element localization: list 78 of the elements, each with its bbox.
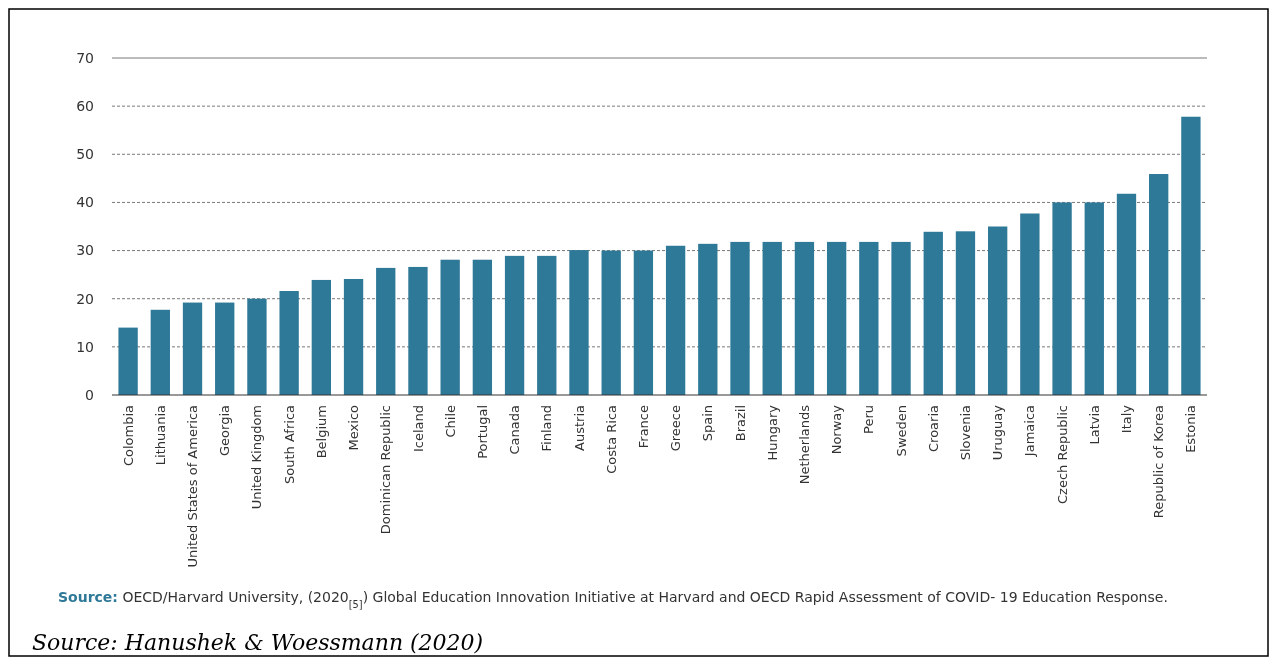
x-tick-label: Sweden: [893, 405, 909, 457]
x-tick-label: Spain: [700, 405, 716, 442]
x-tick-label: Italy: [1119, 404, 1135, 434]
bar: [376, 267, 396, 395]
bar: [762, 241, 782, 395]
bar: [118, 327, 138, 395]
x-tick-label: Costa Rica: [603, 405, 619, 474]
bar: [215, 302, 235, 395]
x-tick-label: Estonia: [1183, 405, 1199, 453]
bar: [408, 266, 428, 395]
x-tick-label: France: [635, 405, 651, 449]
x-tick-label: Netherlands: [796, 404, 812, 485]
bar: [665, 245, 686, 395]
x-tick-label: Slovenia: [958, 405, 974, 461]
bar: [472, 259, 493, 395]
x-tick-label: Norway: [829, 404, 845, 455]
bar: [891, 241, 911, 395]
bar: [633, 250, 654, 395]
bar: [182, 302, 203, 395]
bar: [537, 255, 557, 395]
x-tick-label: Georgia: [217, 405, 233, 456]
bar: [1181, 116, 1201, 395]
bar: [343, 278, 364, 395]
x-tick-label: Czech Republic: [1054, 405, 1070, 504]
x-tick-label: Canada: [507, 405, 523, 455]
x-tick-label: Austria: [571, 405, 587, 451]
bar: [698, 243, 718, 395]
x-tick-label: Belgium: [313, 405, 329, 459]
x-tick-label: Chile: [442, 405, 458, 438]
source-note: Source: OECD/Harvard University, (2020$_{[5]}$) Global Education Innovation Initiative at Harvard and OECD Rapid Assessment of COVID- 19 Education Response.: [58, 589, 1168, 610]
x-tick-label: Latvia: [1086, 405, 1102, 445]
y-tick-label: 70: [76, 49, 94, 66]
bar: [279, 291, 299, 395]
bar: [311, 279, 331, 395]
bar: [730, 241, 750, 395]
bar: [150, 309, 170, 395]
x-tick-label: Dominican Republic: [378, 405, 394, 535]
x-tick-label: Hungary: [764, 404, 780, 461]
bar: [794, 241, 815, 395]
bar: [1116, 193, 1137, 395]
x-tick-label: Colombia: [120, 405, 136, 467]
x-tick-label: Peru: [861, 405, 877, 434]
x-tick-label: Mexico: [346, 404, 362, 451]
x-tick-label: Croaria: [925, 405, 941, 452]
bar: [569, 250, 589, 395]
bar: [1052, 202, 1072, 395]
x-tick-label: Jamaica: [1022, 405, 1038, 458]
y-tick-label: 20: [76, 290, 94, 307]
x-tick-label: Finland: [539, 405, 555, 452]
x-tick-label: Portugal: [474, 405, 490, 459]
x-tick-label: United Kingdom: [249, 405, 265, 510]
y-tick-label: 40: [76, 194, 94, 211]
source-note: Source: Hanushek & Woessmann (2020): [32, 630, 484, 655]
x-tick-label: United States of America: [185, 405, 201, 568]
y-tick-label: 0: [85, 386, 94, 403]
bar: [1149, 174, 1169, 395]
bar: [601, 250, 621, 395]
bar: [504, 255, 525, 395]
bar: [440, 259, 460, 395]
y-tick-label: 50: [76, 146, 94, 163]
bar: [1020, 213, 1040, 395]
bar: [247, 298, 267, 395]
bar: [955, 231, 976, 395]
bar: [859, 241, 879, 395]
x-tick-label: South Africa: [281, 405, 297, 484]
x-tick-label: Uruguay: [990, 404, 1006, 461]
x-tick-label: Greece: [668, 405, 684, 452]
bar: [826, 241, 847, 395]
x-tick-label: Lithuania: [152, 405, 168, 466]
y-tick-label: 60: [76, 98, 94, 115]
bar: [1084, 202, 1104, 395]
x-tick-label: Brazil: [732, 405, 748, 442]
bar: [988, 226, 1008, 395]
y-tick-label: 30: [76, 242, 94, 259]
bar: [923, 231, 943, 395]
y-tick-label: 10: [76, 338, 94, 355]
x-tick-label: Republic of Korea: [1151, 405, 1167, 519]
x-tick-label: Iceland: [410, 405, 426, 453]
